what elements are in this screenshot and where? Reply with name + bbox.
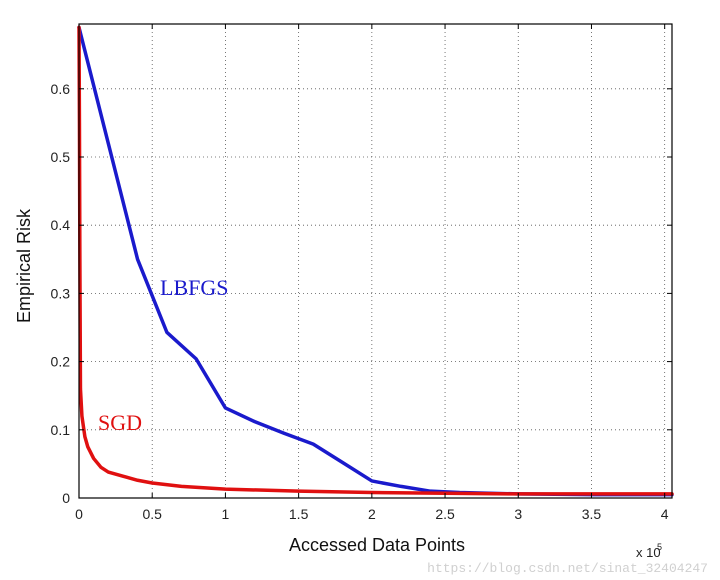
sgd-series-line <box>77 25 674 496</box>
y-tick-label: 0 <box>62 490 70 506</box>
plot-background <box>79 24 672 498</box>
x-tick-label: 0 <box>75 506 83 522</box>
y-tick-label: 0.6 <box>51 81 71 97</box>
x-tick-label: 1.5 <box>289 506 309 522</box>
series-layer <box>77 25 674 497</box>
plot-frame <box>78 23 673 499</box>
x-tick-label: 1 <box>222 506 230 522</box>
grid <box>79 24 672 498</box>
y-tick-label: 0.1 <box>51 422 71 438</box>
lbfgs-series-label: LBFGS <box>160 275 228 300</box>
y-axis-label: Empirical Risk <box>14 208 34 323</box>
y-tick-label: 0.2 <box>51 354 71 370</box>
x-tick-label: 3.5 <box>582 506 602 522</box>
x-tick-label: 2.5 <box>435 506 455 522</box>
x-tick-label: 2 <box>368 506 376 522</box>
y-tick-label: 0.3 <box>51 285 71 301</box>
watermark: https://blog.csdn.net/sinat_32404247 <box>427 561 708 576</box>
x-tick-label: 4 <box>661 506 669 522</box>
y-tick-label: 0.5 <box>51 149 71 165</box>
x-axis-label: Accessed Data Points <box>289 535 465 555</box>
sgd-series-label: SGD <box>98 410 142 435</box>
ticks <box>78 24 672 499</box>
x-multiplier-label: x 10 <box>636 545 661 560</box>
x-multiplier-exponent: 5 <box>657 542 662 552</box>
x-tick-label: 0.5 <box>142 506 162 522</box>
x-tick-label: 3 <box>514 506 522 522</box>
tick-labels: 0 0.5 1 1.5 2 2.5 3 3.5 4 0 0.1 0.2 0.3 0.4 0.5 0.6 <box>51 81 669 522</box>
y-tick-label: 0.4 <box>51 217 71 233</box>
